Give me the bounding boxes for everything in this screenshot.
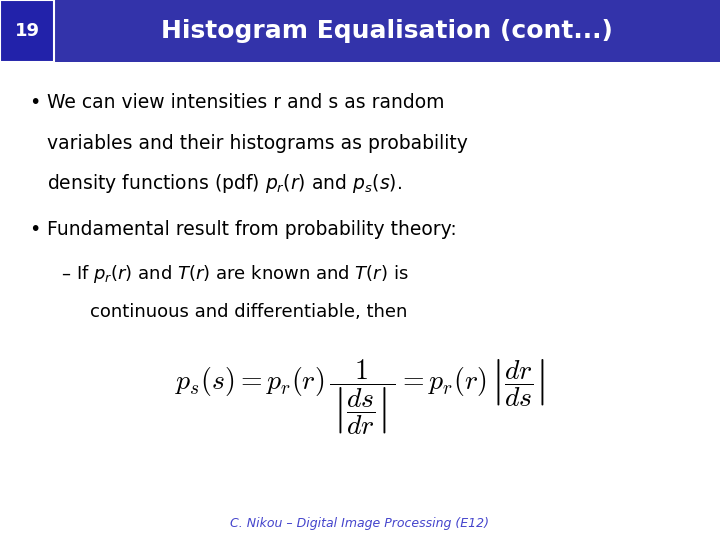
Text: C. Nikou – Digital Image Processing (E12): C. Nikou – Digital Image Processing (E12…: [230, 517, 490, 530]
Text: 19: 19: [14, 22, 40, 40]
Text: variables and their histograms as probability: variables and their histograms as probab…: [47, 133, 468, 153]
Bar: [0, 0, 54, 62]
Text: If $p_r(r)$ and $T(r)$ are known and $T(r)$ is: If $p_r(r)$ and $T(r)$ are known and $T(…: [76, 263, 408, 285]
Text: continuous and differentiable, then: continuous and differentiable, then: [90, 302, 408, 321]
Text: Fundamental result from probability theory:: Fundamental result from probability theo…: [47, 220, 456, 239]
Text: Histogram Equalisation (cont...): Histogram Equalisation (cont...): [161, 19, 613, 43]
Text: density functions (pdf) $p_r(r)$ and $p_s(s)$.: density functions (pdf) $p_r(r)$ and $p_…: [47, 172, 402, 195]
Text: $p_s(s) = p_r(r)\,\dfrac{1}{\,\left|\dfrac{ds}{dr}\right|\,} = p_r(r)\,\left|\df: $p_s(s) = p_r(r)\,\dfrac{1}{\,\left|\dfr…: [175, 357, 545, 437]
Bar: [0, 0, 720, 62]
Text: •: •: [29, 93, 40, 112]
Text: •: •: [29, 220, 40, 239]
Text: –: –: [61, 265, 71, 283]
Text: We can view intensities r and s as random: We can view intensities r and s as rando…: [47, 93, 444, 112]
